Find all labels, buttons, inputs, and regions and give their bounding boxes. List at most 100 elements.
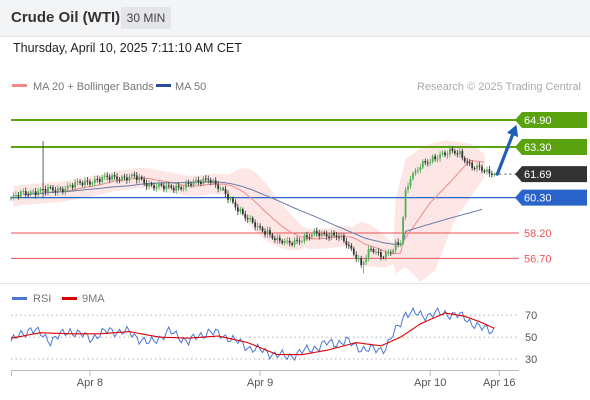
candle-body (392, 250, 395, 254)
candle-body (288, 240, 291, 244)
candle-body (466, 161, 469, 163)
rsi-line (10, 306, 495, 362)
candle-body (138, 176, 141, 181)
candle-body (227, 193, 229, 200)
candle-body (187, 182, 190, 184)
candle-body (135, 175, 138, 181)
candle-body (421, 160, 424, 168)
candle-body (111, 175, 113, 180)
candle-body (234, 202, 237, 208)
candle-body (453, 150, 456, 154)
candle-body (434, 156, 437, 160)
candle-body (66, 185, 69, 189)
candle-body (308, 237, 311, 239)
candle-body (293, 239, 296, 246)
level-tag-box (515, 138, 587, 155)
candle-body (81, 182, 84, 186)
candle-body (59, 188, 62, 190)
candle-body (471, 162, 474, 169)
candle-body (98, 179, 101, 182)
candle-body (488, 169, 491, 174)
candle-body (303, 235, 306, 242)
rsi-legend-swatch (12, 297, 27, 300)
candle-body (177, 185, 180, 188)
candle-body (116, 176, 118, 180)
candle-body (286, 240, 289, 242)
candle-body (313, 230, 316, 235)
candle-body (402, 217, 404, 244)
candle-body (456, 153, 459, 155)
candle-body (79, 181, 81, 183)
candle-body (69, 185, 72, 187)
candle-body (108, 176, 111, 180)
candle-body (121, 176, 123, 181)
level-tag-box (515, 111, 587, 128)
chart-header: Crude Oil (WTI) 30 MIN (0, 0, 590, 37)
ma50-legend-swatch (156, 84, 171, 87)
candle-body (123, 176, 126, 178)
candle-body (207, 179, 210, 181)
level-tag-61.69: 61.69 (515, 166, 587, 183)
candle-body (338, 236, 340, 238)
candle-body (195, 179, 197, 182)
candle-body (103, 175, 106, 177)
candle-body (419, 167, 422, 171)
candle-body (365, 257, 367, 263)
timestamp: Thursday, April 10, 2025 7:11:10 AM CET (13, 41, 242, 55)
candle-body (89, 181, 91, 185)
candle-body (118, 179, 121, 181)
candle-body (93, 179, 96, 183)
candle-body (52, 187, 54, 191)
candle-body (212, 180, 215, 184)
candle-body (458, 150, 461, 155)
timeframe-badge[interactable]: 30 MIN (121, 7, 171, 29)
candle-body (10, 197, 12, 200)
candle-body (486, 169, 488, 172)
level-tag-text: 61.69 (524, 169, 552, 181)
level-tag-box (515, 189, 587, 206)
candle-body (318, 233, 321, 237)
candle-body (202, 178, 205, 184)
candle-body (204, 178, 207, 180)
candle-body (126, 177, 128, 181)
candle-body (74, 182, 77, 188)
candle-body (387, 252, 390, 254)
candle-body (269, 230, 271, 235)
candle-body (42, 188, 44, 190)
candle-body (64, 188, 67, 193)
candle-body (377, 251, 380, 253)
candle-body (483, 170, 486, 172)
level-tag-text: 64.90 (524, 115, 552, 127)
candle-body (39, 188, 42, 192)
candle-body (360, 258, 363, 266)
candle-body (273, 238, 276, 241)
candle-body (192, 181, 195, 186)
candle-body (101, 176, 104, 182)
bollinger-band (13, 140, 485, 282)
candle-body (323, 232, 326, 234)
candle-body (380, 252, 382, 258)
candle-body (22, 191, 25, 193)
candle-body (71, 185, 74, 188)
candle-body (84, 180, 86, 186)
candle-body (345, 241, 348, 246)
level-tag-63.30: 63.30 (515, 138, 587, 155)
time-tick-label: Apr 9 (247, 377, 273, 389)
candle-body (404, 189, 407, 218)
candle-body (325, 233, 328, 237)
candle-body (372, 249, 375, 253)
candle-body (449, 148, 451, 155)
candle-body (264, 231, 266, 235)
ma20-legend-label: MA 20 + Bollinger Bands (33, 81, 154, 93)
candle-body (446, 154, 449, 156)
candle-body (347, 245, 350, 247)
candle-body (291, 243, 294, 246)
level-tag-60.30: 60.30 (515, 189, 587, 206)
ma20-line (23, 159, 485, 255)
rsi-tick-70: 70 (525, 310, 537, 322)
candle-body (165, 185, 168, 190)
candle-body (34, 191, 37, 196)
candle-body (463, 157, 466, 162)
candle-body (86, 180, 89, 182)
candle-body (370, 249, 372, 251)
